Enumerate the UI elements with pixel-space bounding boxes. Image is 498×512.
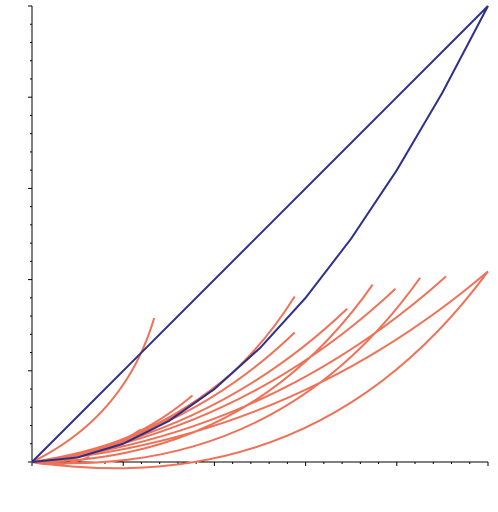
curve-b — [31, 277, 421, 465]
curve-b — [31, 270, 489, 470]
y-axis — [28, 5, 33, 463]
curve-a — [31, 270, 489, 463]
boundary-curve — [31, 5, 489, 463]
curve-b — [31, 317, 156, 463]
curve-b — [31, 284, 374, 463]
curve-family-b — [31, 270, 489, 470]
curve-family-a — [31, 270, 489, 466]
boundary-curves — [31, 5, 489, 463]
curve-a — [31, 308, 348, 463]
curve-a — [31, 275, 447, 463]
boundary-curve — [31, 5, 489, 463]
